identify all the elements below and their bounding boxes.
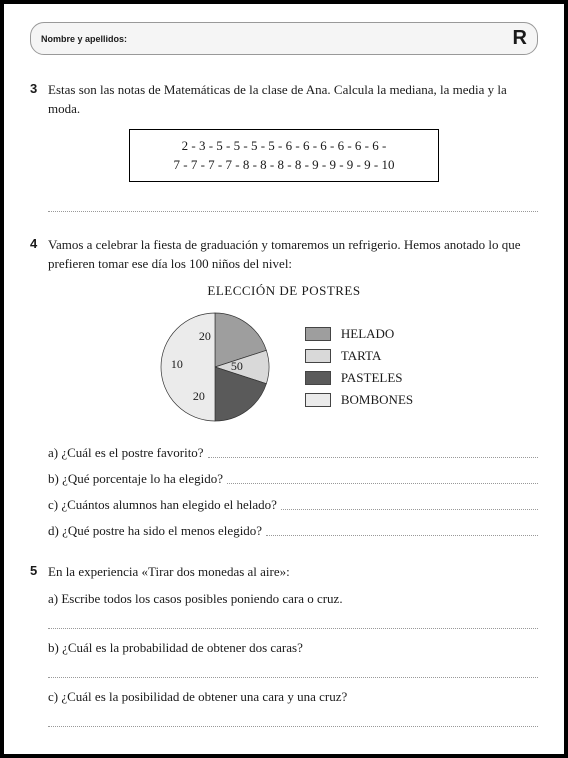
- exercise-text: Vamos a celebrar la fiesta de graduación…: [48, 236, 538, 274]
- pie-chart: 20 10 20 50: [155, 307, 275, 427]
- exercise-number: 4: [30, 236, 48, 274]
- answer-line[interactable]: [266, 535, 538, 536]
- answer-line[interactable]: [48, 711, 538, 727]
- question-text: c) ¿Cuántos alumnos han elegido el helad…: [48, 497, 277, 513]
- question-4a: a) ¿Cuál es el postre favorito?: [48, 445, 538, 461]
- exercise-4: 4 Vamos a celebrar la fiesta de graduaci…: [30, 236, 538, 540]
- answer-line[interactable]: [227, 483, 538, 484]
- pie-value-label: 10: [171, 357, 183, 372]
- legend-item: PASTELES: [305, 370, 413, 386]
- answer-line[interactable]: [281, 509, 538, 510]
- question-5b: b) ¿Cuál es la probabilidad de obtener d…: [48, 639, 538, 658]
- answer-line[interactable]: [48, 613, 538, 629]
- answer-line[interactable]: [208, 457, 538, 458]
- question-4c: c) ¿Cuántos alumnos han elegido el helad…: [48, 497, 538, 513]
- exercise-header: 4 Vamos a celebrar la fiesta de graduaci…: [30, 236, 538, 274]
- question-4d: d) ¿Qué postre ha sido el menos elegido?: [48, 523, 538, 539]
- legend-item: HELADO: [305, 326, 413, 342]
- legend-item: TARTA: [305, 348, 413, 364]
- legend-label: BOMBONES: [341, 392, 413, 408]
- legend-label: TARTA: [341, 348, 381, 364]
- name-bar: Nombre y apellidos: R: [30, 22, 538, 55]
- legend-label: PASTELES: [341, 370, 403, 386]
- exercise-text: Estas son las notas de Matemáticas de la…: [48, 81, 538, 119]
- question-4b: b) ¿Qué porcentaje lo ha elegido?: [48, 471, 538, 487]
- question-5c: c) ¿Cuál es la posibilidad de obtener un…: [48, 688, 538, 707]
- pie-value-label: 50: [231, 359, 243, 374]
- question-text: b) ¿Qué porcentaje lo ha elegido?: [48, 471, 223, 487]
- data-box: 2 - 3 - 5 - 5 - 5 - 5 - 6 - 6 - 6 - 6 - …: [129, 129, 439, 182]
- answer-line[interactable]: [48, 662, 538, 678]
- answer-line[interactable]: [48, 196, 538, 212]
- exercise-number: 3: [30, 81, 48, 119]
- legend: HELADO TARTA PASTELES BOMBONES: [305, 326, 413, 408]
- exercise-header: 3 Estas son las notas de Matemáticas de …: [30, 81, 538, 119]
- legend-item: BOMBONES: [305, 392, 413, 408]
- pie-value-label: 20: [193, 389, 205, 404]
- data-row-1: 2 - 3 - 5 - 5 - 5 - 5 - 6 - 6 - 6 - 6 - …: [148, 136, 420, 156]
- legend-label: HELADO: [341, 326, 394, 342]
- question-text: a) ¿Cuál es el postre favorito?: [48, 445, 204, 461]
- name-label: Nombre y apellidos:: [41, 34, 127, 44]
- legend-swatch: [305, 327, 331, 341]
- legend-swatch: [305, 393, 331, 407]
- data-row-2: 7 - 7 - 7 - 7 - 8 - 8 - 8 - 8 - 9 - 9 - …: [148, 155, 420, 175]
- exercise-3: 3 Estas son las notas de Matemáticas de …: [30, 81, 538, 212]
- exercise-text: En la experiencia «Tirar dos monedas al …: [48, 563, 290, 582]
- exercise-5: 5 En la experiencia «Tirar dos monedas a…: [30, 563, 538, 726]
- pie-value-label: 20: [199, 329, 211, 344]
- exercise-number: 5: [30, 563, 48, 582]
- legend-swatch: [305, 349, 331, 363]
- legend-swatch: [305, 371, 331, 385]
- type-badge: R: [513, 27, 527, 50]
- chart-row: 20 10 20 50 HELADO TARTA PASTELES BOMBONES: [30, 307, 538, 427]
- exercise-header: 5 En la experiencia «Tirar dos monedas a…: [30, 563, 538, 582]
- chart-title: ELECCIÓN DE POSTRES: [30, 283, 538, 299]
- name-field[interactable]: [127, 32, 507, 46]
- question-5a: a) Escribe todos los casos posibles poni…: [48, 590, 538, 609]
- question-text: d) ¿Qué postre ha sido el menos elegido?: [48, 523, 262, 539]
